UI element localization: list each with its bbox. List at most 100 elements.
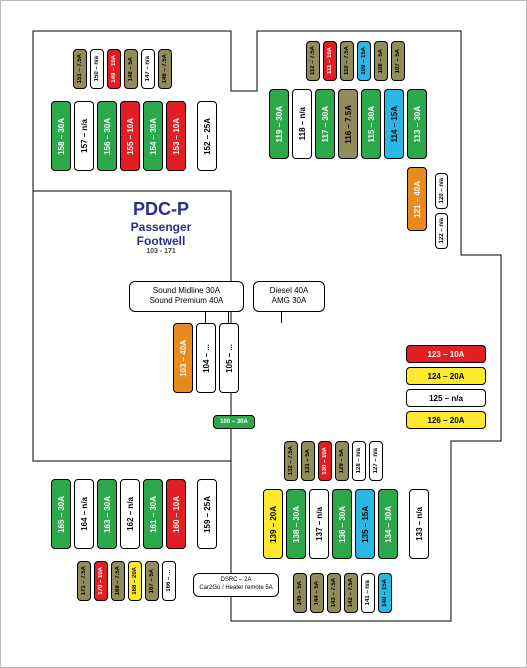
fuse-164: 164 – n/a xyxy=(74,479,94,549)
fuse-label: 144 – 5A xyxy=(314,581,320,605)
fuse-label: 161 – 30A xyxy=(149,496,158,533)
fuse-label: 148 – 5A xyxy=(128,57,134,81)
fuse-label: 121 – 40A xyxy=(413,181,422,218)
fuse-126: 126 – 20A xyxy=(406,411,486,429)
fuse-label: 160 – 10A xyxy=(172,496,181,533)
fuse-111: 111 – 10A xyxy=(323,41,337,81)
fuse-123: 123 – 10A xyxy=(406,345,486,363)
fuse-148: 148 – 5A xyxy=(124,49,138,89)
fuse-label: 152 – 25A xyxy=(203,118,212,155)
fuse-127: 127 – n/a xyxy=(369,441,383,481)
fuse-label: 103 – 40A xyxy=(179,340,188,377)
fuse-label: 113 – 30A xyxy=(413,106,422,142)
fuse-label: 112 – 7.5A xyxy=(310,46,316,75)
fuse-label: 145 – 5A xyxy=(297,581,303,605)
fuse-label: 166 – ... xyxy=(166,570,172,592)
fuse-label: 133 – n/a xyxy=(415,507,424,541)
fuse-label: 108 – 5A xyxy=(378,49,384,73)
fuse-label: 136 – 30A xyxy=(338,506,347,543)
fuse-158: 158 – 30A xyxy=(51,101,71,171)
fuse-130: 130 – 10A xyxy=(318,441,332,481)
fuse-157: 157 – n/a xyxy=(74,101,94,171)
connector xyxy=(205,311,206,323)
fuse-151: 151 – 7.5A xyxy=(73,49,87,89)
fuse-163: 163 – 30A xyxy=(97,479,117,549)
fuse-label: 170 – 10A xyxy=(98,567,104,595)
fuse-103: 103 – 40A xyxy=(173,323,193,393)
title-main: PDC-P xyxy=(101,199,221,220)
fuse-label: 128 – n/a xyxy=(356,448,362,473)
callout-sound: Sound Midline 30A Sound Premium 40A xyxy=(129,281,244,312)
fuse-160: 160 – 10A xyxy=(166,479,186,549)
fuse-105: 105 – ... xyxy=(219,323,239,393)
fuse-label: 154 – 30A xyxy=(149,118,158,155)
fuse-155: 155 – 10A xyxy=(120,101,140,171)
fuse-label: 165 – 30A xyxy=(57,496,66,533)
fuse-136: 136 – 30A xyxy=(332,489,352,559)
fuse-139: 139 – 20A xyxy=(263,489,283,559)
fuse-label: 135 – 15A xyxy=(361,506,370,543)
fuse-104: 104 – ... xyxy=(196,323,216,393)
fuse-129: 129 – 5A xyxy=(335,441,349,481)
fuse-166: 166 – ... xyxy=(162,561,176,601)
fuse-label: 143 – 7.5A xyxy=(331,578,337,607)
fuse-label: 155 – 10A xyxy=(126,118,135,155)
fuse-label: 122 – n/a xyxy=(439,218,445,243)
callout-line: Car2Go / Heater remote 5A xyxy=(197,585,275,593)
fuse-114: 114 – 15A xyxy=(384,89,404,159)
fuse-116: 116 – 7.5A xyxy=(338,89,358,159)
fuse-128: 128 – n/a xyxy=(352,441,366,481)
fuse-label: 156 – 30A xyxy=(103,118,112,155)
fuse-label: 147 – n/a xyxy=(145,56,151,81)
fuse-108: 108 – 5A xyxy=(374,41,388,81)
fuse-142: 142 – 7.5A xyxy=(344,573,358,613)
fuse-label: 140 – 15A xyxy=(382,579,388,607)
fuse-label: 139 – 20A xyxy=(269,506,278,543)
fuse-159: 159 – 25A xyxy=(197,479,217,549)
fuse-label: 169 – 7.5A xyxy=(115,566,121,595)
fuse-label: 110 – 7.5A xyxy=(344,46,350,75)
diagram-page: PDC-P Passenger Footwell 103 - 171 Sound… xyxy=(0,0,527,668)
fuse-115: 115 – 30A xyxy=(361,89,381,159)
fuse-label: 118 – n/a xyxy=(298,107,307,140)
callout-diesel: Diesel 40A AMG 30A xyxy=(253,281,325,312)
fuse-113: 113 – 30A xyxy=(407,89,427,159)
fuse-label: 163 – 30A xyxy=(103,496,112,533)
fuse-label: 109 – 15A xyxy=(361,47,367,75)
fuse-112: 112 – 7.5A xyxy=(306,41,320,81)
title-sub1: Passenger xyxy=(101,220,221,234)
fuse-144: 144 – 5A xyxy=(310,573,324,613)
title-block: PDC-P Passenger Footwell 103 - 171 xyxy=(101,199,221,255)
fuse-label: 104 – ... xyxy=(202,344,211,373)
fuse-label: 130 – 10A xyxy=(322,447,328,475)
fuse-110: 110 – 7.5A xyxy=(340,41,354,81)
fuse-label: 164 – n/a xyxy=(80,497,89,531)
fuse-171: 171 – 7.5A xyxy=(77,561,91,601)
fuse-141: 141 – n/a xyxy=(361,573,375,613)
fuse-170: 170 – 10A xyxy=(94,561,108,601)
fuse-137: 137 – n/a xyxy=(309,489,329,559)
fuse-140: 140 – 15A xyxy=(378,573,392,613)
fuse-label: 120 – n/a xyxy=(439,178,445,203)
fuse-118: 118 – n/a xyxy=(292,89,312,159)
fuse-label: 116 – 7.5A xyxy=(344,105,353,144)
fuse-label: 153 – 10A xyxy=(172,118,181,155)
fuse-143: 143 – 7.5A xyxy=(327,573,341,613)
fuse-label: 123 – 10A xyxy=(428,350,465,359)
fuse-161: 161 – 30A xyxy=(143,479,163,549)
callout-line: Sound Premium 40A xyxy=(136,296,237,306)
fuse-145: 145 – 5A xyxy=(293,573,307,613)
fuse-label: 114 – 15A xyxy=(390,106,399,142)
fuse-152: 152 – 25A xyxy=(197,101,217,171)
fuse-label: 167 – 5A xyxy=(149,569,155,593)
fuse-165: 165 – 30A xyxy=(51,479,71,549)
fuse-label: 126 – 20A xyxy=(428,416,465,425)
callout-line: Sound Midline 30A xyxy=(136,286,237,296)
fuse-label: 115 – 30A xyxy=(367,106,376,142)
fuse-label: 106 – 30A xyxy=(220,419,248,425)
fuse-138: 138 – 30A xyxy=(286,489,306,559)
fuse-156: 156 – 30A xyxy=(97,101,117,171)
fuse-133: 133 – n/a xyxy=(409,489,429,559)
fuse-169: 169 – 7.5A xyxy=(111,561,125,601)
title-sub2: Footwell xyxy=(101,234,221,248)
